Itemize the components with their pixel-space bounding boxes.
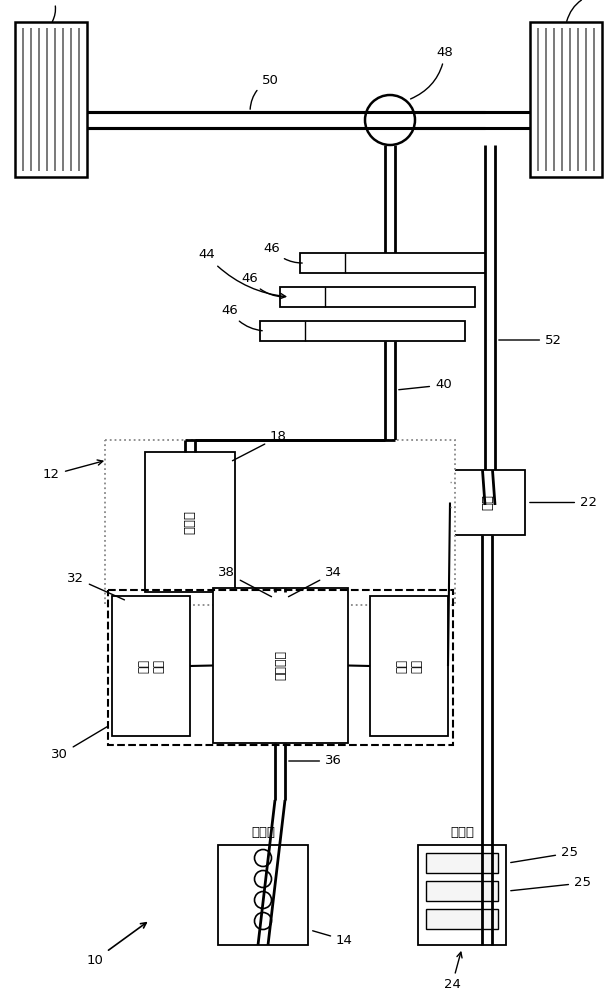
Text: 48: 48 — [411, 45, 453, 99]
Text: 32: 32 — [67, 572, 124, 600]
Text: 22: 22 — [530, 496, 597, 509]
Text: 25: 25 — [511, 846, 578, 863]
Text: 36: 36 — [289, 754, 342, 768]
Text: 14: 14 — [313, 931, 353, 946]
Bar — [370, 596, 448, 736]
Bar — [450, 470, 525, 535]
Bar — [426, 853, 498, 873]
Bar — [426, 881, 498, 901]
Text: 电池组: 电池组 — [450, 826, 474, 840]
Bar — [108, 590, 453, 745]
Bar — [426, 909, 498, 929]
Bar — [530, 22, 602, 177]
Text: 50: 50 — [250, 74, 278, 109]
Text: 中心齿轮: 中心齿轮 — [274, 650, 287, 680]
Bar — [213, 588, 348, 743]
Text: 马达: 马达 — [481, 494, 494, 510]
Bar — [218, 845, 308, 945]
Text: 46: 46 — [221, 304, 262, 331]
Bar — [105, 440, 455, 605]
Text: 28: 28 — [567, 0, 604, 21]
Text: 38: 38 — [218, 566, 272, 597]
Text: 44: 44 — [198, 248, 286, 299]
Text: 发动机: 发动机 — [251, 826, 275, 840]
Text: 24: 24 — [444, 952, 462, 992]
Text: 46: 46 — [241, 271, 282, 297]
Bar — [280, 287, 475, 307]
Bar — [15, 22, 87, 177]
Bar — [112, 596, 190, 736]
Text: 40: 40 — [399, 378, 452, 391]
Text: 28: 28 — [43, 0, 59, 22]
Text: 18: 18 — [232, 430, 287, 461]
Text: 30: 30 — [51, 726, 108, 762]
Text: 25: 25 — [511, 876, 591, 891]
Text: 环形
齿轮: 环形 齿轮 — [137, 659, 165, 673]
Text: 环形
齿轮: 环形 齿轮 — [395, 659, 423, 673]
Text: 52: 52 — [499, 334, 562, 347]
Bar — [418, 845, 506, 945]
Bar — [300, 253, 485, 273]
Text: 34: 34 — [288, 566, 342, 597]
Bar — [145, 452, 235, 592]
Text: 46: 46 — [263, 241, 302, 263]
Text: 12: 12 — [43, 460, 103, 482]
Bar — [260, 321, 465, 341]
Text: 10: 10 — [87, 923, 146, 966]
Text: 发电机: 发电机 — [184, 510, 197, 534]
